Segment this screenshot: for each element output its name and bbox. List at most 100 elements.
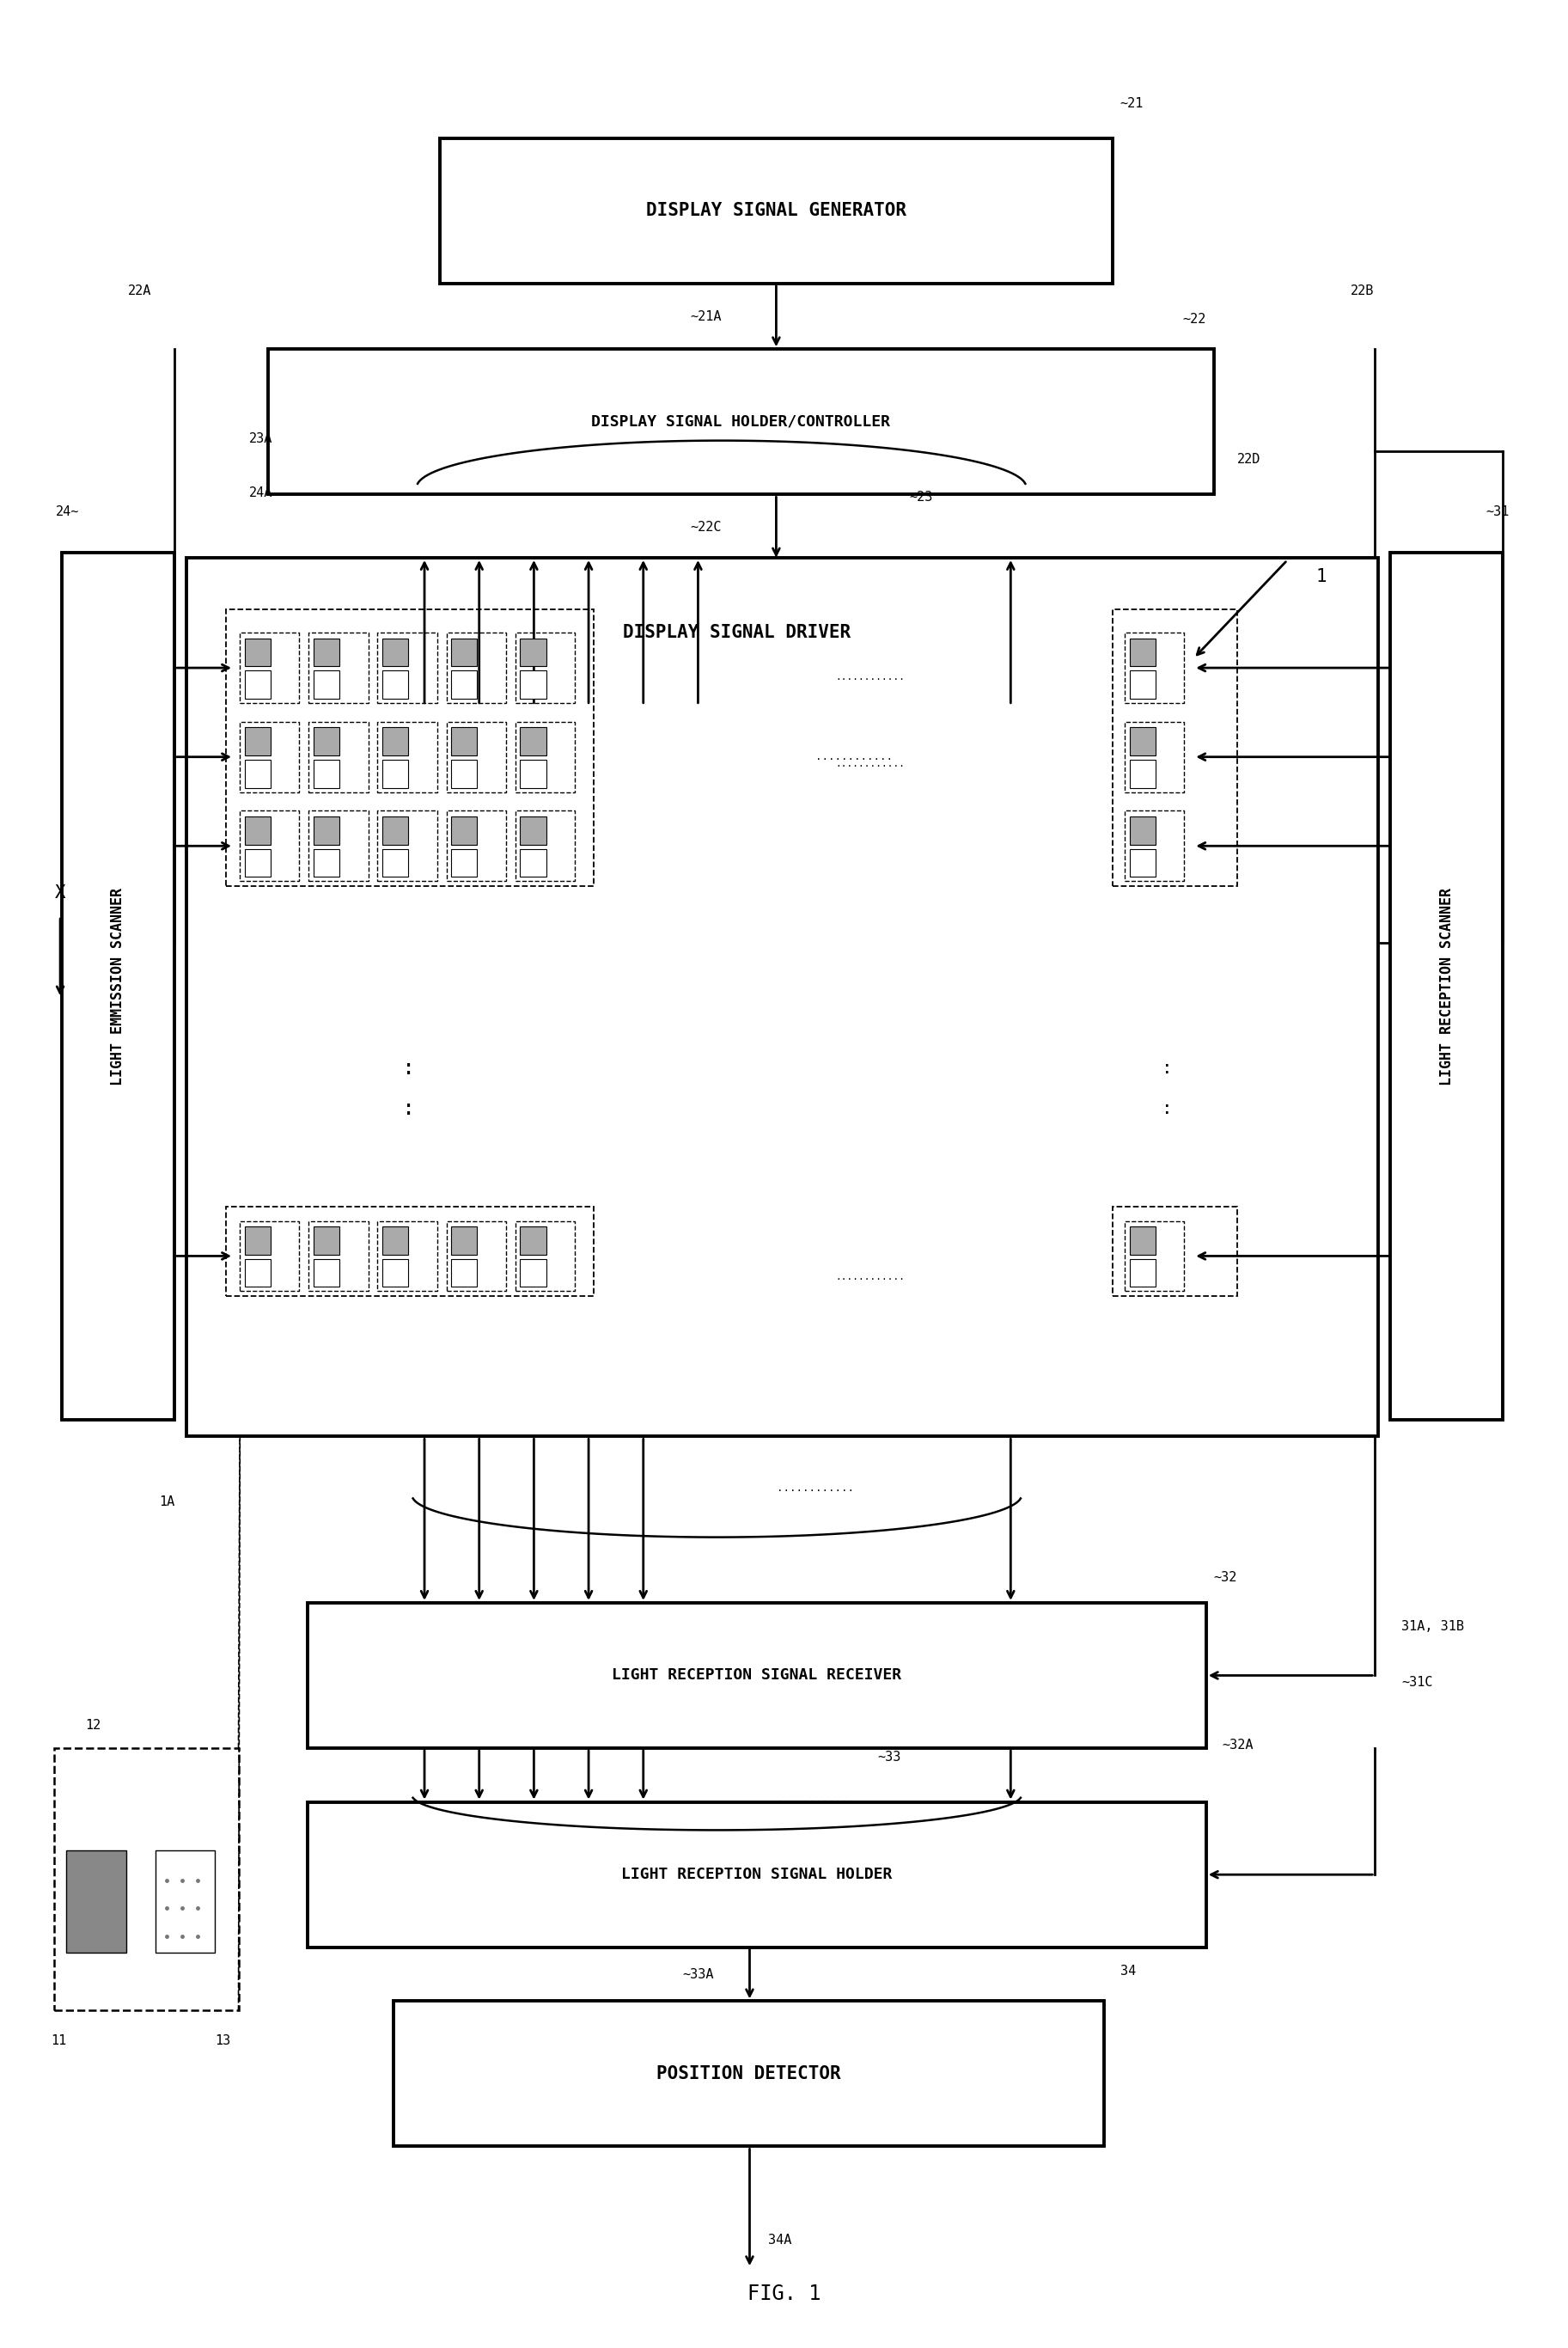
Bar bbox=[383, 672, 408, 700]
Text: 34: 34 bbox=[1120, 1965, 1135, 1977]
Bar bbox=[245, 848, 271, 876]
Bar bbox=[314, 761, 340, 789]
Text: 13: 13 bbox=[215, 2033, 230, 2047]
Bar bbox=[447, 1221, 506, 1291]
Text: ............: ............ bbox=[836, 1273, 905, 1282]
Bar bbox=[339, 561, 1135, 704]
Bar bbox=[521, 728, 546, 756]
Bar bbox=[452, 848, 477, 876]
Bar bbox=[307, 1801, 1206, 1946]
Text: ~32A: ~32A bbox=[1221, 1740, 1253, 1752]
Text: ............: ............ bbox=[815, 751, 894, 763]
Bar bbox=[452, 817, 477, 845]
Bar bbox=[314, 817, 340, 845]
Bar bbox=[516, 632, 574, 702]
Text: 22A: 22A bbox=[129, 284, 152, 298]
Bar bbox=[383, 728, 408, 756]
Bar bbox=[314, 672, 340, 700]
Bar bbox=[452, 728, 477, 756]
Bar bbox=[314, 728, 340, 756]
Bar bbox=[1112, 608, 1237, 885]
Bar bbox=[245, 1226, 271, 1254]
Text: ............: ............ bbox=[776, 1482, 855, 1493]
Text: ~31: ~31 bbox=[1486, 505, 1510, 519]
Bar bbox=[452, 672, 477, 700]
Bar bbox=[309, 721, 368, 791]
Bar bbox=[314, 639, 340, 667]
Text: ~21A: ~21A bbox=[690, 310, 721, 322]
Bar bbox=[383, 1226, 408, 1254]
Bar bbox=[447, 810, 506, 880]
Text: :: : bbox=[1162, 1099, 1173, 1118]
Text: ~32: ~32 bbox=[1214, 1571, 1237, 1585]
Text: LIGHT RECEPTION SCANNER: LIGHT RECEPTION SCANNER bbox=[1439, 888, 1455, 1085]
Text: ~22: ~22 bbox=[1182, 312, 1206, 326]
Bar bbox=[452, 639, 477, 667]
Bar bbox=[240, 1221, 299, 1291]
Bar bbox=[1129, 1259, 1156, 1287]
Bar bbox=[1124, 810, 1184, 880]
Bar bbox=[1129, 848, 1156, 876]
Text: ~22C: ~22C bbox=[690, 521, 721, 533]
Bar bbox=[1124, 632, 1184, 702]
Text: 22D: 22D bbox=[1237, 453, 1261, 465]
Bar bbox=[245, 817, 271, 845]
Bar bbox=[521, 817, 546, 845]
Bar bbox=[187, 559, 1378, 1437]
Bar bbox=[383, 817, 408, 845]
Text: 11: 11 bbox=[50, 2033, 66, 2047]
Bar bbox=[521, 639, 546, 667]
Text: ~33: ~33 bbox=[878, 1749, 902, 1763]
Text: X: X bbox=[55, 885, 66, 902]
Bar bbox=[383, 639, 408, 667]
Text: LIGHT EMMISSION SCANNER: LIGHT EMMISSION SCANNER bbox=[110, 888, 125, 1085]
Text: ............: ............ bbox=[836, 761, 905, 768]
Text: ............: ............ bbox=[776, 1794, 855, 1806]
Bar bbox=[1112, 1207, 1237, 1296]
Text: 1A: 1A bbox=[158, 1496, 174, 1507]
Bar bbox=[447, 632, 506, 702]
Text: ~21: ~21 bbox=[1120, 96, 1143, 110]
Bar bbox=[309, 1221, 368, 1291]
Text: :: : bbox=[1162, 1059, 1173, 1078]
Text: LIGHT RECEPTION SIGNAL HOLDER: LIGHT RECEPTION SIGNAL HOLDER bbox=[621, 1867, 892, 1883]
Bar bbox=[314, 1226, 340, 1254]
Bar bbox=[378, 810, 437, 880]
Bar bbox=[245, 672, 271, 700]
Bar bbox=[66, 1850, 125, 1954]
Text: :: : bbox=[403, 1099, 416, 1118]
Bar bbox=[383, 761, 408, 789]
Bar bbox=[521, 672, 546, 700]
Text: DISPLAY SIGNAL DRIVER: DISPLAY SIGNAL DRIVER bbox=[622, 625, 851, 641]
Bar bbox=[155, 1850, 215, 1954]
Bar bbox=[516, 1221, 574, 1291]
Text: 34A: 34A bbox=[768, 2233, 792, 2247]
Text: ~23: ~23 bbox=[909, 491, 933, 505]
Bar bbox=[1129, 672, 1156, 700]
Text: 24~: 24~ bbox=[55, 505, 78, 519]
Text: DISPLAY SIGNAL HOLDER/CONTROLLER: DISPLAY SIGNAL HOLDER/CONTROLLER bbox=[591, 413, 891, 430]
Bar bbox=[383, 1259, 408, 1287]
Text: FIG. 1: FIG. 1 bbox=[748, 2285, 820, 2303]
Bar bbox=[61, 554, 174, 1421]
Text: LIGHT RECEPTION SIGNAL RECEIVER: LIGHT RECEPTION SIGNAL RECEIVER bbox=[612, 1667, 902, 1684]
Bar bbox=[452, 1226, 477, 1254]
Bar bbox=[245, 639, 271, 667]
Text: ~31C: ~31C bbox=[1402, 1676, 1433, 1688]
Bar bbox=[383, 848, 408, 876]
Text: 24A: 24A bbox=[249, 486, 273, 500]
Bar bbox=[240, 632, 299, 702]
Text: ~33A: ~33A bbox=[682, 1968, 713, 1982]
Bar bbox=[226, 608, 593, 885]
Bar bbox=[309, 810, 368, 880]
Bar bbox=[378, 721, 437, 791]
Bar bbox=[307, 1604, 1206, 1749]
Bar bbox=[240, 810, 299, 880]
Bar bbox=[516, 721, 574, 791]
Bar bbox=[521, 1259, 546, 1287]
Bar bbox=[226, 1207, 593, 1296]
Bar bbox=[1129, 1226, 1156, 1254]
Text: 22B: 22B bbox=[1350, 284, 1374, 298]
Bar bbox=[309, 632, 368, 702]
Bar bbox=[1129, 817, 1156, 845]
